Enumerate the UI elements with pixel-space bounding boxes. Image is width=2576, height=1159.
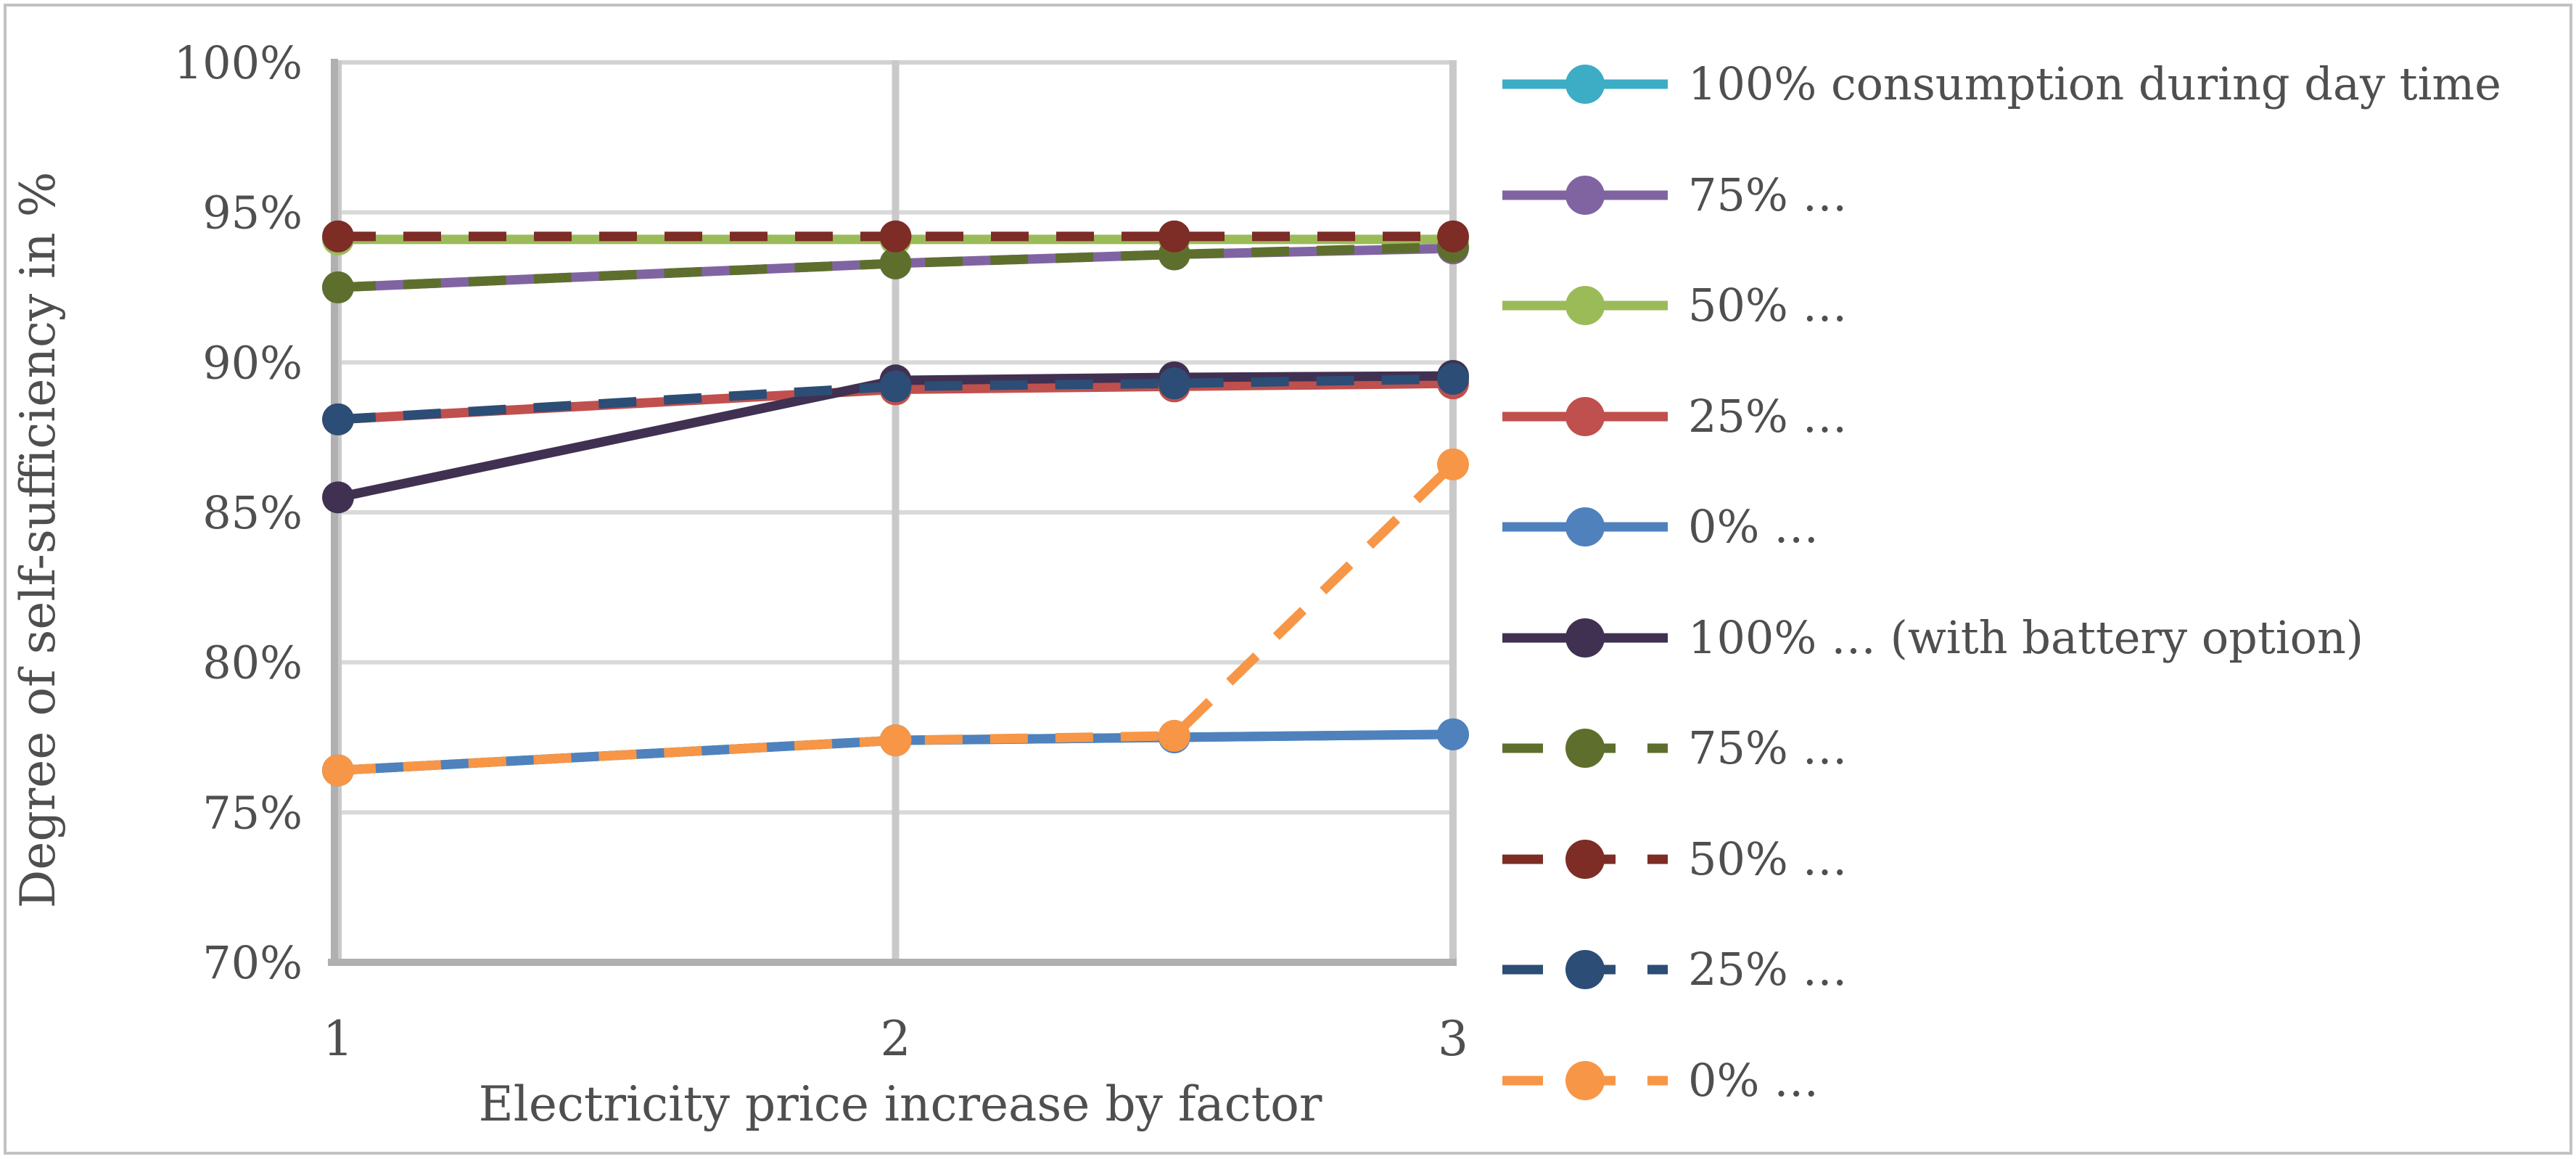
legend-marker-icon [1502,729,1668,768]
x-tick-label: 1 [323,1011,353,1067]
x-tick-label: 2 [881,1011,911,1067]
legend-item-label: 100% … (with battery option) [1688,610,2364,664]
legend-item: 100% … (with battery option) [1501,614,2363,662]
legend-item: 50% … [1501,835,1848,883]
legend-item-label: 100% consumption during day time [1688,57,2501,110]
data-point-marker [879,370,912,403]
data-point-marker [879,724,912,757]
legend-item-label: 75% … [1688,721,1848,774]
data-point-marker [322,271,354,304]
y-tick-label: 100% [174,36,303,89]
legend-item: 25% … [1501,946,1848,994]
legend-marker-icon [1502,839,1668,879]
legend-item: 0% … [1501,503,1819,551]
legend-item: 50% … [1501,282,1848,329]
legend-item: 25% … [1501,393,1848,441]
legend-marker-icon [1502,618,1668,658]
series-line [337,371,1454,502]
figure-frame: 100% 95% 90% 85% 80% 75% 70% 1 2 3 Degree of self… [4,4,2572,1155]
plot-area: 100% 95% 90% 85% 80% 75% 70% 1 2 3 [174,36,1469,1067]
data-point-marker [1437,363,1469,396]
line-chart: 100% 95% 90% 85% 80% 75% 70% 1 2 3 Degree of self… [10,36,1469,1132]
legend-marker-icon [1502,507,1668,546]
x-axis-title: Electricity price increase by factor [479,1076,1322,1132]
series-line [337,374,1454,425]
data-point-marker [1437,220,1469,253]
x-tick-label: 3 [1438,1011,1468,1067]
y-axis-title: Degree of self-sufficiency in % [10,172,66,909]
legend-marker-icon [1502,286,1668,325]
legend-item-label: 50% … [1688,832,1848,885]
data-point-marker [1158,367,1190,400]
legend-item: 75% … [1501,171,1848,219]
legend-item-label: 50% … [1688,279,1848,332]
legend-item: 0% … [1501,1057,1819,1105]
legend-item: 75% … [1501,724,1848,772]
series-line [337,242,1454,292]
data-point-marker [879,220,912,253]
legend-item-label: 0% … [1688,1053,1819,1107]
data-point-marker [1437,448,1469,480]
legend-marker-icon [1502,396,1668,436]
legend-marker-icon [1502,950,1668,989]
data-point-marker [322,403,354,435]
data-point-marker [1158,719,1190,752]
y-tick-label: 95% [202,187,303,239]
data-point-marker [1158,220,1190,253]
legend-item-label: 0% … [1688,500,1819,553]
legend: 100% consumption during day time 75% … 50%… [1501,7,2560,1152]
legend-item-label: 25% … [1688,943,1848,996]
y-tick-label: 75% [202,786,303,839]
legend-item-label: 75% … [1688,168,1848,221]
y-tick-label: 85% [202,486,303,539]
data-point-marker [322,481,354,514]
data-point-marker [322,220,354,253]
y-tick-label: 70% [202,936,303,989]
y-tick-label: 90% [202,336,303,389]
series-line [337,461,1457,775]
y-tick-label: 80% [202,636,303,689]
legend-item-label: 25% … [1688,389,1848,443]
legend-marker-icon [1502,1060,1668,1100]
legend-item: 100% consumption during day time [1501,60,2501,108]
data-point-marker [1437,718,1469,750]
data-point-marker [322,754,354,787]
legend-marker-icon [1502,175,1668,215]
data-point-marker [879,247,912,279]
legend-marker-icon [1502,65,1668,104]
